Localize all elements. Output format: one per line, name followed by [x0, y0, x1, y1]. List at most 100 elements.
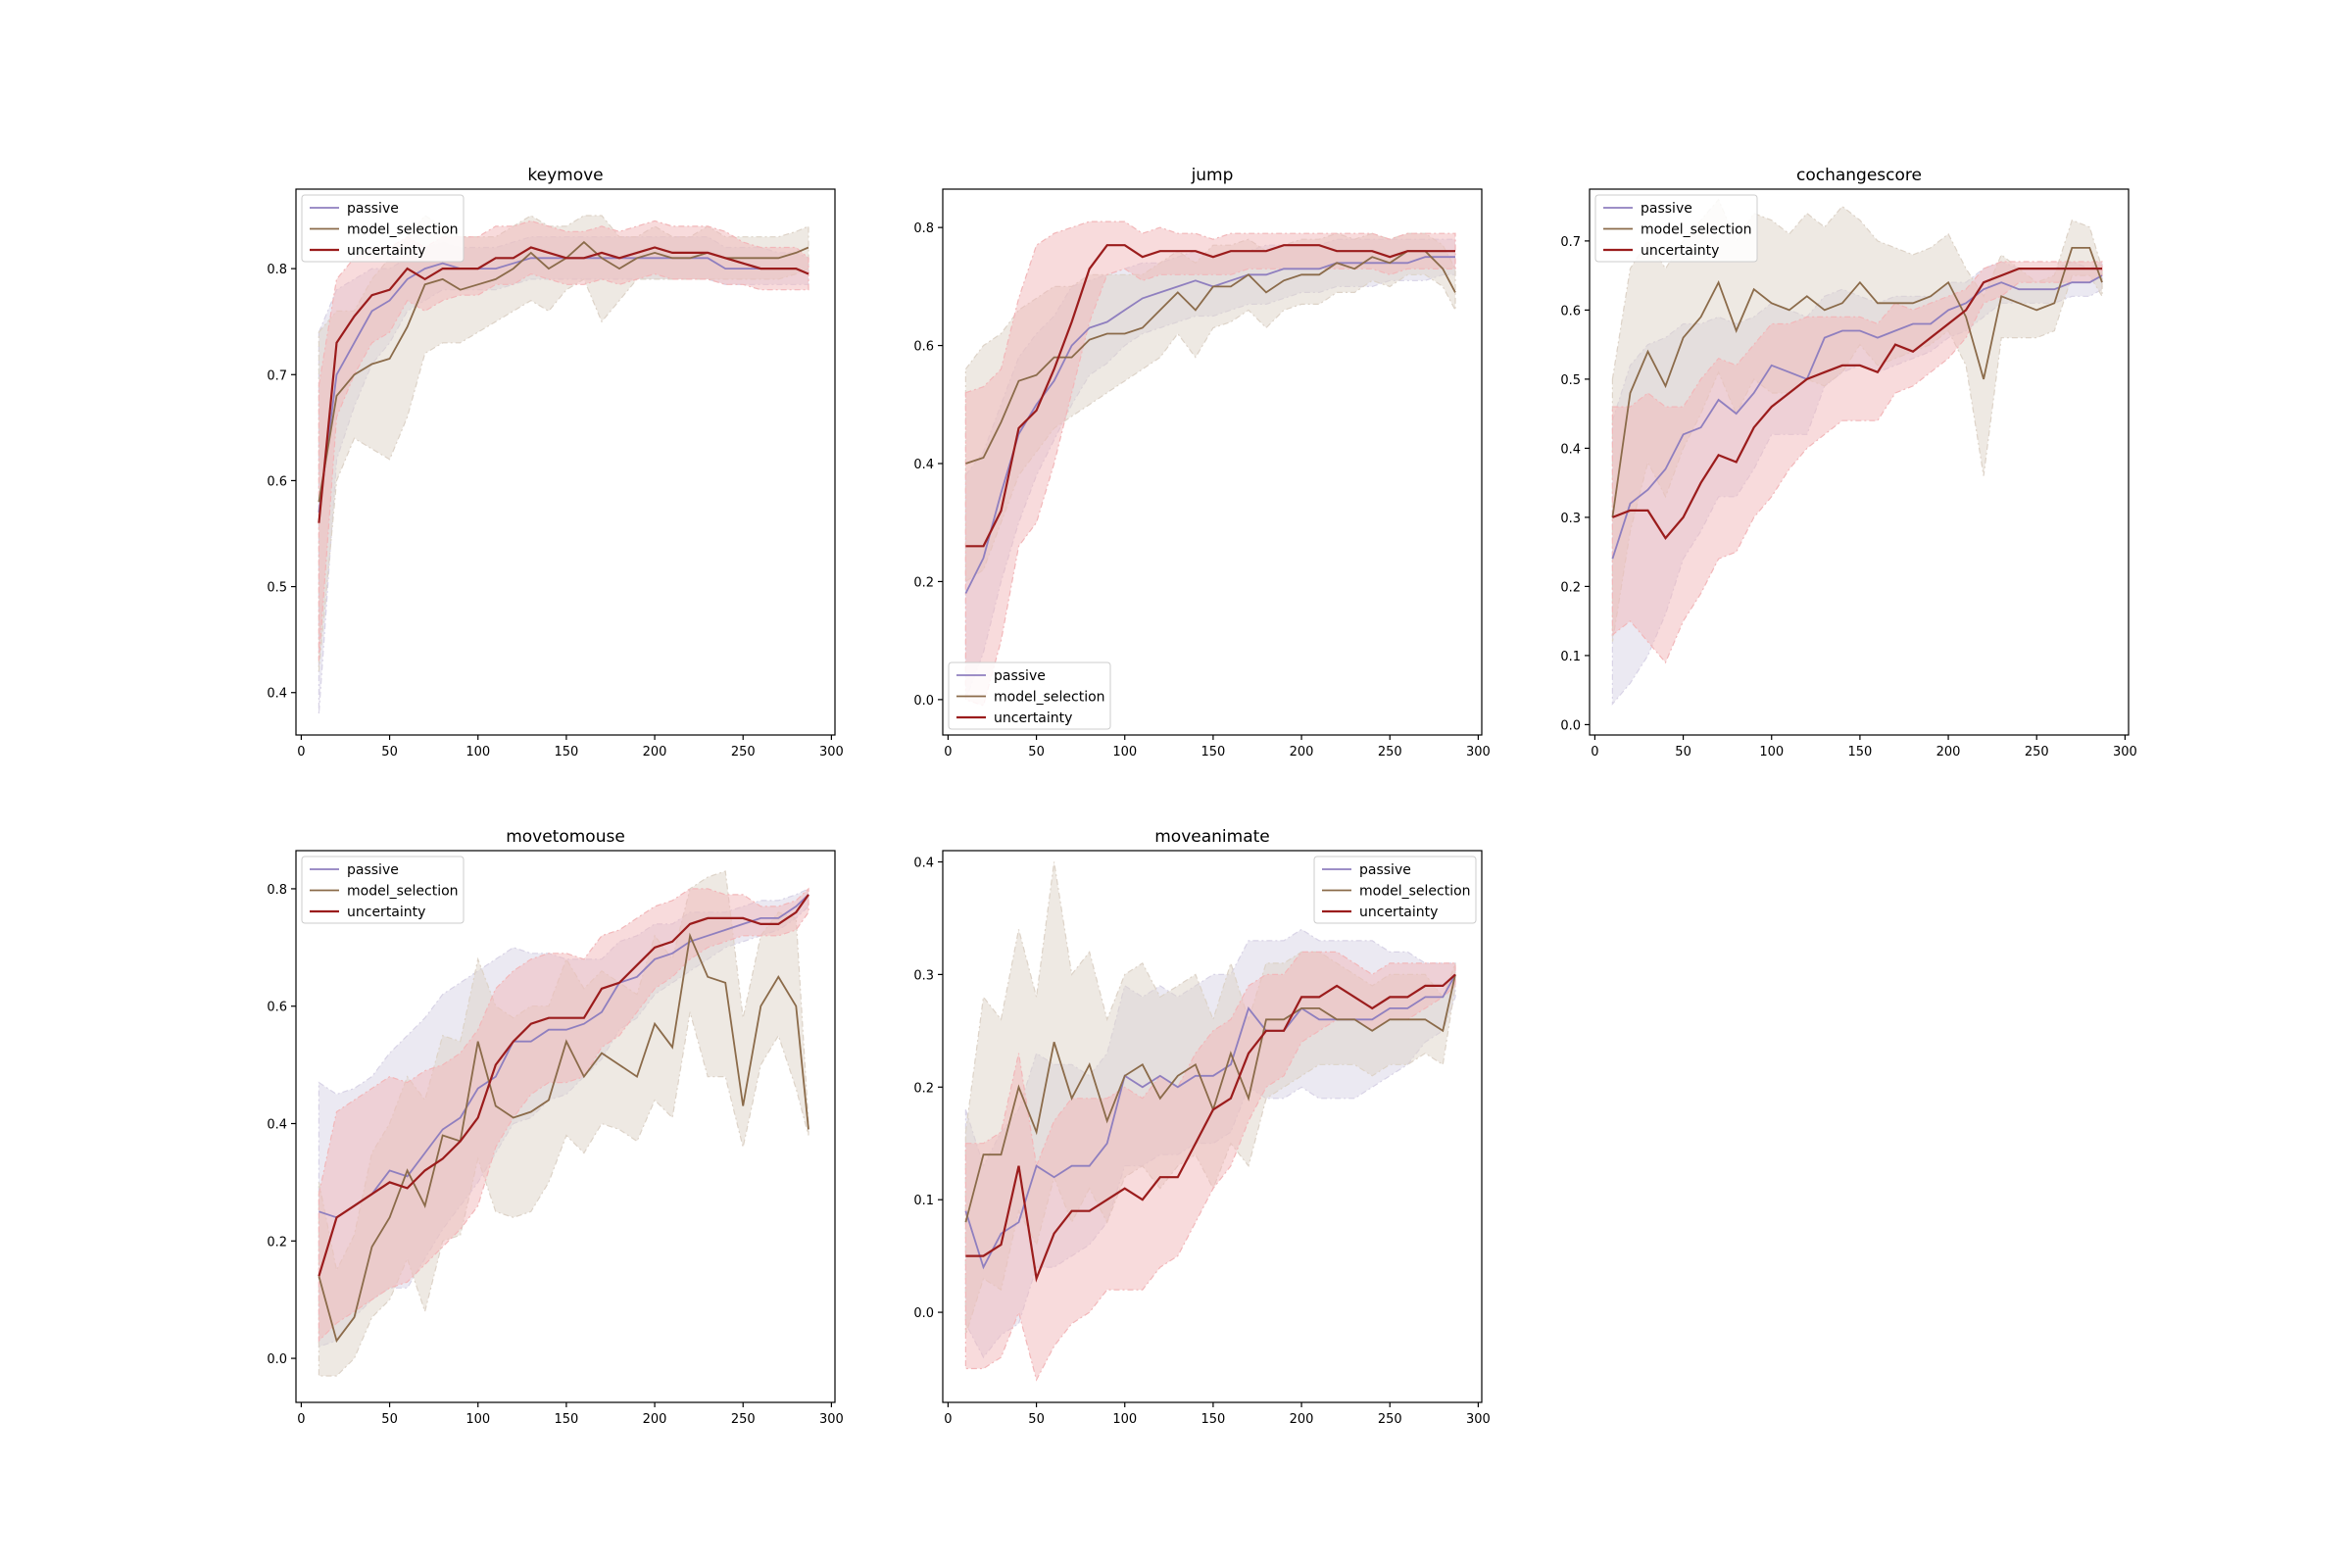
legend-label-model_selection: model_selection — [1359, 884, 1471, 900]
legend-label-uncertainty: uncertainty — [994, 710, 1072, 726]
y-tick-label: 0.2 — [267, 1235, 287, 1250]
series-line-uncertainty — [965, 973, 1456, 1283]
x-tick-label: 150 — [1200, 745, 1225, 760]
x-tick-label: 200 — [643, 745, 667, 760]
legend-box — [948, 662, 1111, 730]
plot-area — [964, 861, 1456, 1382]
y-tick-label: 0.2 — [913, 575, 934, 590]
x-tick-label: 0 — [944, 1412, 952, 1427]
x-tick-label: 250 — [2025, 745, 2049, 760]
y-tick-label: 0.0 — [267, 1352, 287, 1367]
panel-title: movetomouse — [506, 827, 625, 847]
x-tick-label: 200 — [1290, 745, 1314, 760]
x-tick-label: 50 — [381, 1412, 398, 1427]
axes-frame — [295, 188, 836, 736]
x-tick-label: 100 — [466, 745, 490, 760]
x-tick-label: 300 — [819, 745, 844, 760]
y-tick-label: 0.1 — [1560, 650, 1581, 664]
x-tick-label: 250 — [731, 745, 756, 760]
y-tick-label: 0.8 — [267, 263, 287, 277]
legend-label-uncertainty: uncertainty — [1641, 243, 1719, 259]
panel-title: jump — [1191, 166, 1234, 185]
y-tick-label: 0.4 — [913, 458, 934, 472]
legend-label-passive: passive — [1641, 201, 1692, 217]
confidence-band-uncertainty — [318, 220, 809, 662]
legend-label-uncertainty: uncertainty — [1359, 905, 1438, 920]
legend-label-model_selection: model_selection — [1641, 222, 1752, 238]
axes-frame — [942, 850, 1483, 1403]
panel-jump: jump 0 50 100 150 200 250 300 0.0 0.2 0.4 0.6 0.8 pas… — [913, 166, 1490, 760]
y-tick-label: 0.4 — [267, 1118, 287, 1133]
legend-label-uncertainty: uncertainty — [347, 243, 425, 259]
legend-label-uncertainty: uncertainty — [347, 905, 425, 920]
series-line-model_selection — [965, 250, 1456, 465]
plot-area — [318, 870, 809, 1377]
x-tick-label: 50 — [1028, 1412, 1045, 1427]
confidence-band-uncertainty — [964, 220, 1456, 707]
y-tick-label: 0.7 — [267, 368, 287, 383]
y-tick-label: 0.8 — [913, 221, 934, 236]
x-tick-label: 100 — [1759, 745, 1784, 760]
series-line-passive — [1611, 274, 2103, 560]
panel-cochangescore: cochangescore 0 50 100 150 200 250 300 0.0 0.1 0.2… — [1560, 166, 2136, 760]
axes-frame — [942, 188, 1483, 736]
legend-label-model_selection: model_selection — [347, 884, 459, 900]
x-tick-label: 200 — [643, 1412, 667, 1427]
plot-area — [964, 220, 1456, 707]
axes-frame — [1589, 188, 2130, 736]
legend-label-passive: passive — [1359, 862, 1411, 878]
x-tick-label: 50 — [1028, 745, 1045, 760]
panel-title: cochangescore — [1796, 166, 1922, 185]
panel-movetomouse: movetomouse 0 50 100 150 200 250 300 0.0 0.2 0.4 0.… — [267, 827, 843, 1427]
x-tick-label: 300 — [2113, 745, 2137, 760]
x-tick-label: 50 — [381, 745, 398, 760]
y-tick-label: 0.4 — [913, 856, 934, 870]
y-tick-label: 0.2 — [1560, 580, 1581, 595]
series-line-passive — [318, 894, 809, 1219]
legend-label-passive: passive — [994, 668, 1046, 684]
x-tick-label: 250 — [731, 1412, 756, 1427]
legend: passive model_selection uncertainty — [301, 856, 465, 924]
x-tick-label: 0 — [297, 1412, 305, 1427]
series-line-model_selection — [1611, 246, 2103, 518]
x-tick-label: 300 — [1466, 1412, 1491, 1427]
series-line-uncertainty — [965, 244, 1455, 548]
confidence-band-model_selection — [318, 870, 809, 1377]
y-tick-label: 0.1 — [913, 1194, 934, 1208]
series-line-uncertainty — [1612, 268, 2102, 540]
x-tick-label: 150 — [1847, 745, 1872, 760]
legend: passive model_selection uncertainty — [948, 662, 1111, 730]
y-tick-label: 0.0 — [1560, 718, 1581, 733]
panel-title: keymove — [527, 166, 603, 185]
y-tick-label: 0.3 — [913, 968, 934, 983]
x-tick-label: 150 — [554, 745, 578, 760]
x-tick-label: 200 — [1936, 745, 1961, 760]
legend-box — [1313, 856, 1477, 924]
legend-label-model_selection: model_selection — [347, 222, 459, 238]
legend-label-model_selection: model_selection — [994, 690, 1105, 706]
legend-label-passive: passive — [347, 201, 399, 217]
legend-box — [1594, 194, 1758, 263]
panel-title: moveanimate — [1154, 827, 1270, 847]
plot-area — [318, 215, 809, 714]
legend: passive model_selection uncertainty — [301, 194, 465, 263]
y-tick-label: 0.4 — [1560, 442, 1581, 457]
y-tick-label: 0.5 — [267, 581, 287, 596]
confidence-band-uncertainty — [318, 887, 809, 1343]
y-tick-label: 0.7 — [1560, 235, 1581, 250]
plot-area — [1611, 198, 2103, 706]
series-line-uncertainty — [318, 246, 809, 523]
y-tick-label: 0.0 — [913, 694, 934, 709]
y-tick-label: 0.6 — [1560, 304, 1581, 318]
x-tick-label: 250 — [1378, 745, 1402, 760]
panel-keymove: keymove 0 50 100 150 200 250 300 0.4 0.5 0.6 0.7 0.8… — [267, 166, 843, 760]
legend: passive model_selection uncertainty — [1594, 194, 1758, 263]
legend: passive model_selection uncertainty — [1313, 856, 1477, 924]
x-tick-label: 100 — [466, 1412, 490, 1427]
x-tick-label: 150 — [554, 1412, 578, 1427]
x-tick-label: 250 — [1378, 1412, 1402, 1427]
series-line-passive — [964, 973, 1456, 1270]
x-tick-label: 50 — [1675, 745, 1691, 760]
y-tick-label: 0.3 — [1560, 512, 1581, 526]
